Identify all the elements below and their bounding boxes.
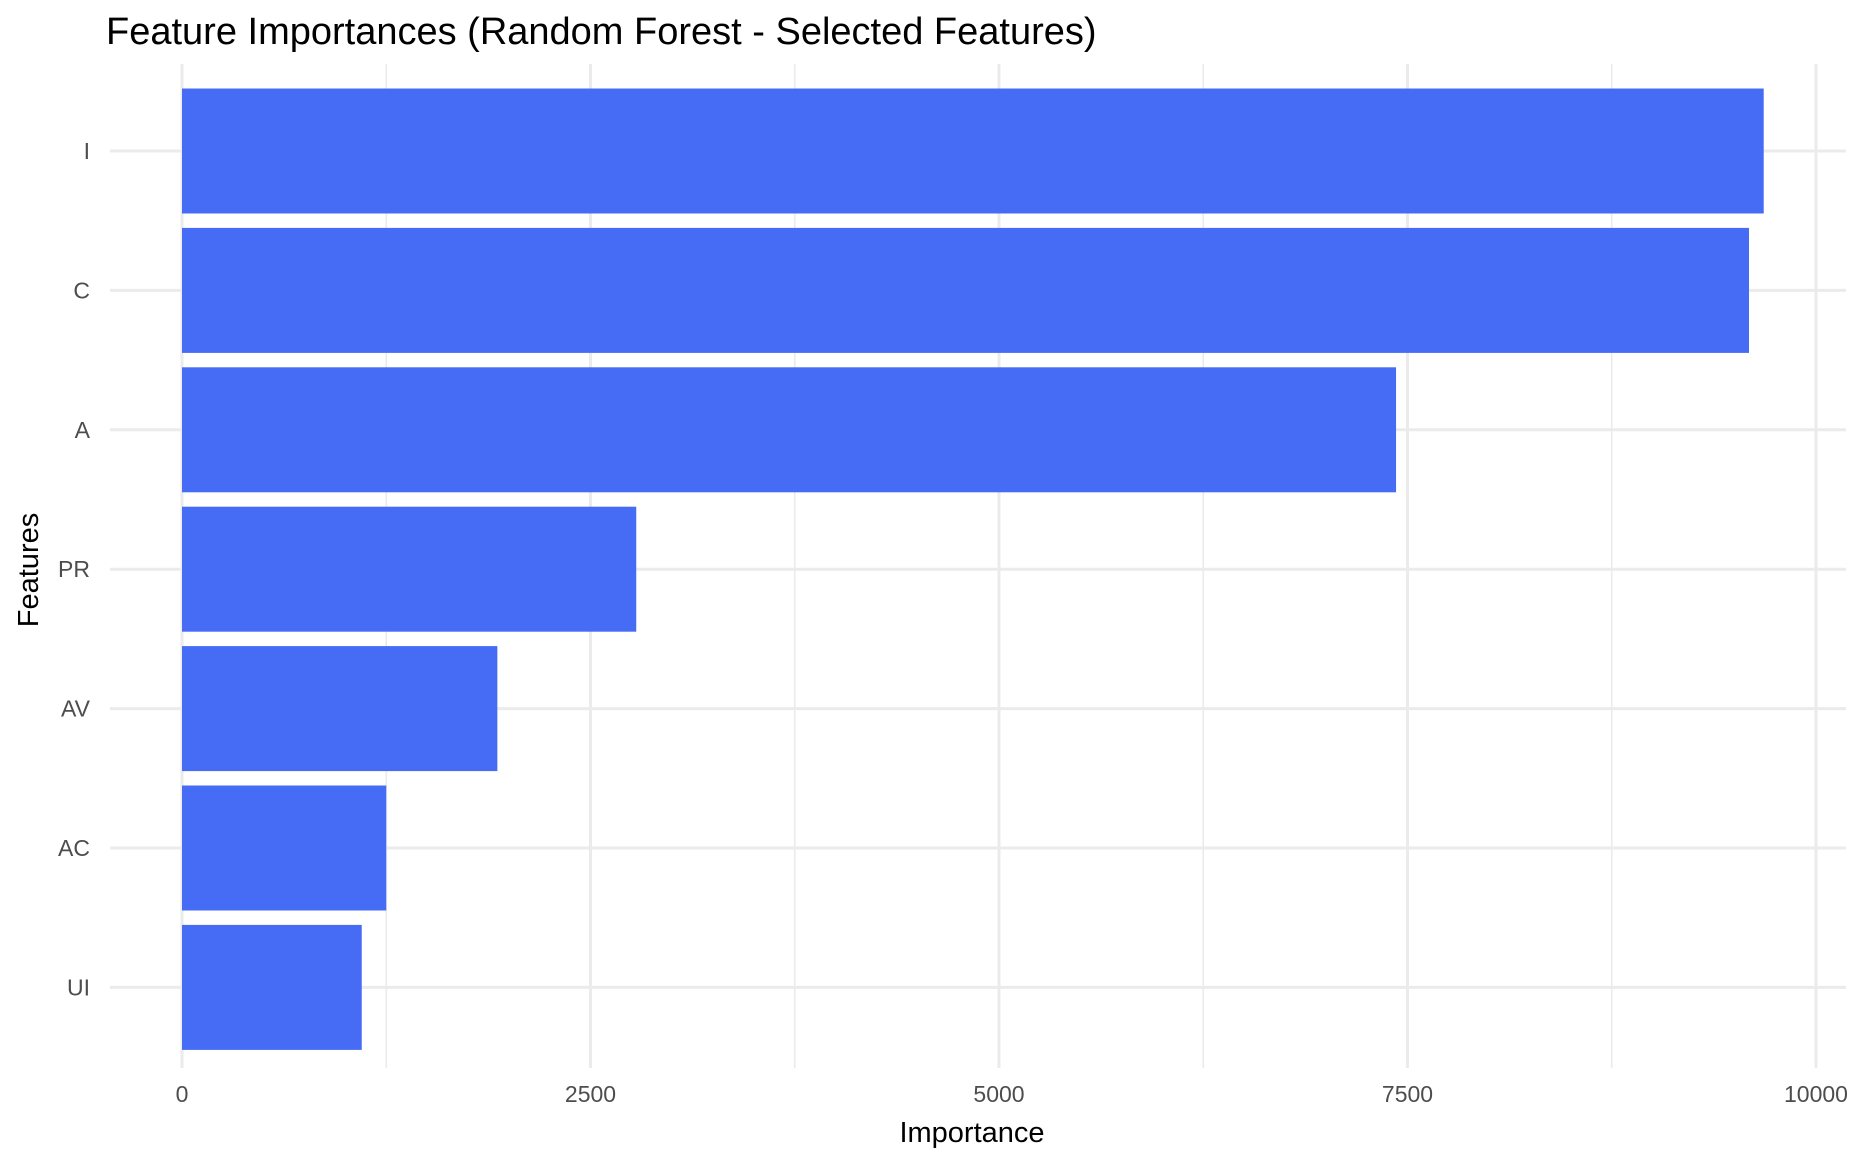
x-tick-label: 7500 [1382, 1081, 1433, 1107]
bar-pr [182, 506, 637, 632]
bar-a [182, 367, 1397, 493]
bar-c [182, 227, 1750, 353]
chart-title: Feature Importances (Random Forest - Sel… [106, 11, 1097, 53]
y-tick-label: UI [67, 974, 90, 1000]
x-tick-label: 5000 [973, 1081, 1024, 1107]
bars [182, 88, 1764, 1050]
y-tick-label: PR [58, 556, 90, 582]
y-tick-label: AV [61, 696, 91, 722]
y-tick-label: AC [58, 835, 90, 861]
y-tick-label: A [75, 417, 91, 443]
y-tick-label: C [73, 277, 90, 303]
y-axis-title: Features [13, 513, 45, 627]
x-tick-label: 2500 [565, 1081, 616, 1107]
bar-ac [182, 785, 387, 911]
x-tick-label: 10000 [1784, 1081, 1848, 1107]
y-tick-label: I [84, 138, 90, 164]
x-tick-label: 0 [176, 1081, 189, 1107]
x-axis-ticks: 0 2500 5000 7500 10000 [176, 1081, 1848, 1107]
bar-ui [182, 924, 362, 1050]
x-axis-title: Importance [899, 1117, 1044, 1149]
bar-av [182, 646, 498, 772]
y-axis-ticks: I C A PR AV AC UI [58, 138, 91, 1000]
bar-i [182, 88, 1764, 214]
